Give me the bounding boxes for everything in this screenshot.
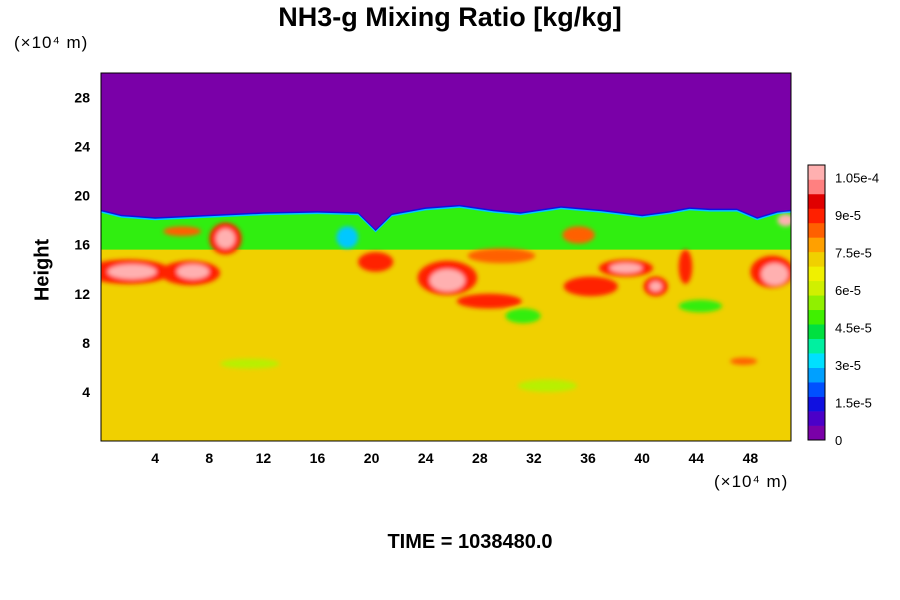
colorbar-swatch <box>808 222 825 238</box>
y-tick-label: 28 <box>74 90 90 106</box>
colorbar-swatch <box>808 353 825 368</box>
x-tick-label: 16 <box>310 450 326 466</box>
colorbar-swatch <box>808 251 825 267</box>
colorbar-swatch <box>808 165 825 180</box>
x-axis-unit: (×10⁴ m) <box>714 472 789 491</box>
colorbar-swatch <box>808 324 825 339</box>
colorbar-tick-label: 9e-5 <box>835 208 861 223</box>
colorbar-swatch <box>808 367 825 383</box>
field-feature <box>777 214 791 227</box>
field-feature <box>609 263 643 273</box>
plot-frame <box>100 72 792 442</box>
colorbar-tick-label: 0 <box>835 433 842 448</box>
field-feature <box>761 263 789 286</box>
colorbar-frame <box>807 164 826 441</box>
field-structures <box>101 214 791 392</box>
x-tick-label: 32 <box>526 450 542 466</box>
x-tick-label: 4 <box>151 450 159 466</box>
field-feature <box>220 358 280 369</box>
colorbar-swatch <box>808 309 825 325</box>
colorbar-tick-label: 4.5e-5 <box>835 321 872 336</box>
x-tick-label: 48 <box>743 450 759 466</box>
y-tick-label: 12 <box>74 286 90 302</box>
field-feature <box>456 293 522 309</box>
field-feature <box>678 249 693 284</box>
field-feature <box>176 264 210 280</box>
field-feature <box>336 226 359 249</box>
colorbar-tick-label: 6e-5 <box>835 283 861 298</box>
field-feature <box>358 252 394 272</box>
x-tick-label: 44 <box>689 450 705 466</box>
colorbar-swatch <box>808 266 825 282</box>
y-axis: 4 8 12 16 20 24 28 <box>74 90 90 400</box>
field-feature <box>505 308 541 324</box>
field-feature <box>216 228 235 249</box>
x-tick-label: 36 <box>580 450 596 466</box>
y-tick-label: 4 <box>82 384 90 400</box>
field-feature <box>562 226 595 244</box>
colorbar-tick-label: 7.5e-5 <box>835 246 872 261</box>
field-feature <box>730 357 758 365</box>
x-tick-label: 28 <box>472 450 488 466</box>
field-feature <box>678 299 723 313</box>
colorbar-swatch <box>808 193 825 209</box>
x-tick-label: 24 <box>418 450 434 466</box>
plot-area <box>101 73 791 441</box>
colorbar-tick-label: 1.5e-5 <box>835 396 872 411</box>
colorbar-swatch <box>808 338 825 354</box>
field-feature <box>163 226 202 237</box>
x-axis: 4 8 12 16 20 24 28 32 36 40 44 48 <box>151 450 758 466</box>
field-feature <box>467 248 536 264</box>
field-feature <box>517 379 578 392</box>
colorbar-swatch <box>808 179 825 195</box>
y-tick-label: 20 <box>74 188 90 204</box>
time-label: TIME = 1038480.0 <box>387 531 553 553</box>
colorbar-swatch <box>808 396 825 412</box>
colorbar-tick-label: 3e-5 <box>835 358 861 373</box>
field-feature <box>107 264 157 280</box>
x-tick-label: 12 <box>256 450 272 466</box>
colorbar: 0 1.5e-5 3e-5 4.5e-5 6e-5 7.5e-5 9e-5 1.05e-4 <box>807 164 879 448</box>
field-feature <box>649 281 662 292</box>
field-feature <box>429 269 465 292</box>
y-tick-label: 8 <box>82 335 90 351</box>
y-tick-label: 24 <box>74 139 90 155</box>
chart-title: NH3-g Mixing Ratio [kg/kg] <box>278 2 622 32</box>
colorbar-swatch <box>808 411 825 426</box>
y-tick-label: 16 <box>74 237 90 253</box>
lower-layer <box>101 249 791 441</box>
colorbar-swatch <box>808 280 825 296</box>
colorbar-swatch <box>808 237 825 253</box>
colorbar-swatch <box>808 382 825 397</box>
x-tick-label: 8 <box>205 450 213 466</box>
y-axis-unit: (×10⁴ m) <box>14 33 89 52</box>
colorbar-swatch <box>808 208 825 224</box>
colorbar-swatch <box>808 425 825 441</box>
x-tick-label: 40 <box>634 450 650 466</box>
colorbar-tick-label: 1.05e-4 <box>835 171 879 186</box>
field-feature <box>563 276 618 297</box>
colorbar-swatch <box>808 295 825 311</box>
x-tick-label: 20 <box>364 450 380 466</box>
